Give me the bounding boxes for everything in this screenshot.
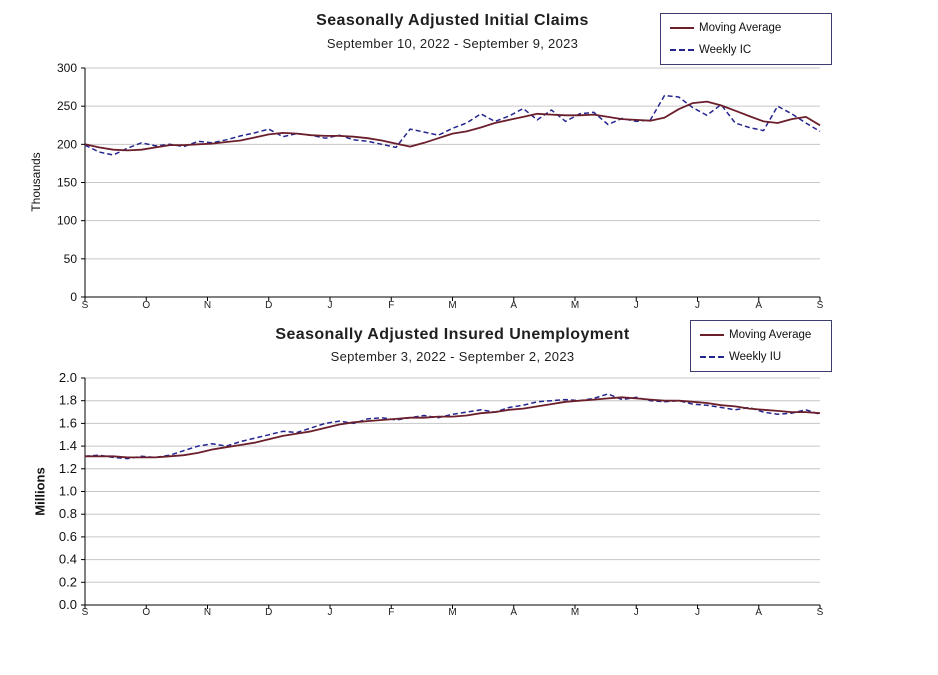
svg-text:M: M <box>448 607 456 618</box>
svg-text:0.2: 0.2 <box>59 574 77 589</box>
svg-text:50: 50 <box>64 252 78 266</box>
svg-text:1.6: 1.6 <box>59 415 77 430</box>
svg-text:M: M <box>571 607 579 618</box>
svg-text:300: 300 <box>57 61 77 75</box>
svg-text:J: J <box>695 300 700 311</box>
svg-text:D: D <box>265 300 272 311</box>
svg-text:250: 250 <box>57 99 77 113</box>
svg-text:S: S <box>82 300 89 311</box>
svg-text:F: F <box>388 300 394 311</box>
chart2-y-axis-title: Millions <box>32 467 48 516</box>
svg-text:0.6: 0.6 <box>59 529 77 544</box>
svg-text:J: J <box>328 607 333 618</box>
weekly-iu-line-swatch <box>700 356 724 358</box>
svg-text:J: J <box>634 607 639 618</box>
svg-text:100: 100 <box>57 214 77 228</box>
legend-label-moving-average: Moving Average <box>699 22 782 34</box>
legend-entry-moving-average-2: Moving Average <box>700 329 822 341</box>
svg-text:F: F <box>388 607 394 618</box>
svg-text:1.2: 1.2 <box>59 461 77 476</box>
chart2-legend: Moving Average Weekly IU <box>690 320 832 372</box>
svg-text:1.4: 1.4 <box>59 438 77 453</box>
svg-text:N: N <box>204 607 211 618</box>
svg-text:1.8: 1.8 <box>59 393 77 408</box>
svg-text:M: M <box>571 300 579 311</box>
svg-text:200: 200 <box>57 137 77 151</box>
chart1-y-axis-title: Thousands <box>29 152 43 212</box>
legend-label-moving-average-2: Moving Average <box>729 329 812 341</box>
chart1-plot: 0 50 100 150 200 250 300 S O N D J F M A M J J A S <box>57 61 824 311</box>
svg-text:A: A <box>755 607 762 618</box>
legend-entry-weekly-iu: Weekly IU <box>700 351 822 363</box>
chart1-title: Seasonally Adjusted Initial Claims <box>316 12 589 29</box>
legend-label-weekly-iu: Weekly IU <box>729 351 782 363</box>
svg-text:S: S <box>817 607 824 618</box>
weekly-ic-line-swatch <box>670 49 694 51</box>
svg-text:J: J <box>695 607 700 618</box>
moving-average-line-swatch <box>670 27 694 29</box>
svg-text:0.4: 0.4 <box>59 552 77 567</box>
chart2-plot: 0.0 0.2 0.4 0.6 0.8 1.0 1.2 1.4 1.6 1.8 2.0 S O N D J F M… <box>59 370 824 618</box>
chart2-subtitle: September 3, 2022 - September 2, 2023 <box>330 349 575 364</box>
svg-text:J: J <box>634 300 639 311</box>
legend-label-weekly-ic: Weekly IC <box>699 44 752 56</box>
svg-text:O: O <box>142 607 150 618</box>
legend-entry-moving-average: Moving Average <box>670 22 822 34</box>
svg-text:A: A <box>510 607 517 618</box>
svg-text:N: N <box>204 300 211 311</box>
chart1-subtitle: September 10, 2022 - September 9, 2023 <box>326 36 579 51</box>
chart2-title: Seasonally Adjusted Insured Unemployment <box>275 326 630 343</box>
svg-text:0.8: 0.8 <box>59 506 77 521</box>
svg-text:O: O <box>142 300 150 311</box>
svg-text:A: A <box>755 300 762 311</box>
chart1-legend: Moving Average Weekly IC <box>660 13 832 65</box>
svg-text:S: S <box>82 607 89 618</box>
svg-text:1.0: 1.0 <box>59 484 77 499</box>
svg-text:2.0: 2.0 <box>59 370 77 385</box>
legend-entry-weekly-ic: Weekly IC <box>670 44 822 56</box>
svg-text:D: D <box>265 607 272 618</box>
svg-text:150: 150 <box>57 176 77 190</box>
svg-text:J: J <box>328 300 333 311</box>
svg-text:M: M <box>448 300 456 311</box>
svg-text:0: 0 <box>70 290 77 304</box>
moving-average-line-swatch-2 <box>700 334 724 336</box>
svg-text:S: S <box>817 300 824 311</box>
svg-text:0.0: 0.0 <box>59 597 77 612</box>
svg-text:A: A <box>510 300 517 311</box>
